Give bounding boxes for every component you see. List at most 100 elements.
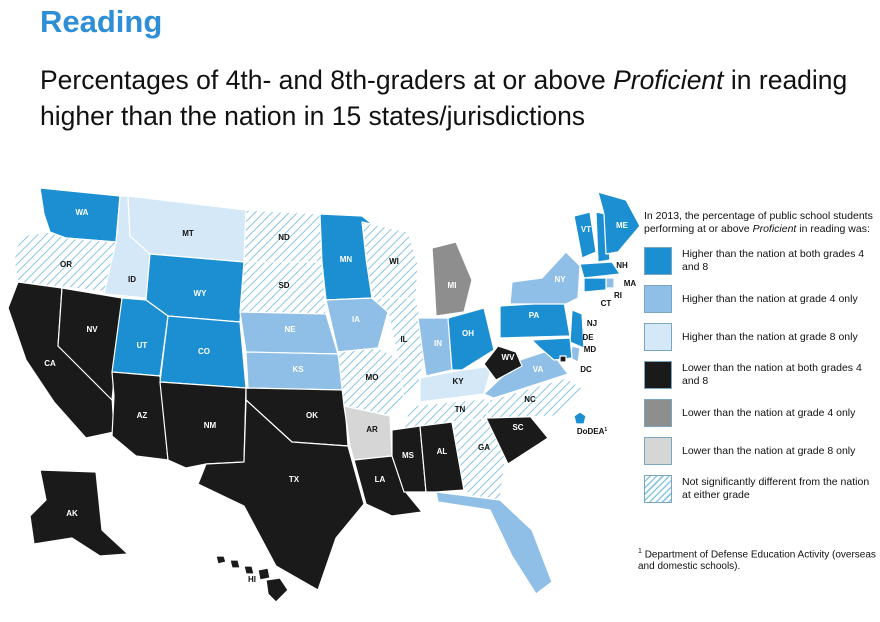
state-label-nj: NJ [587, 319, 597, 328]
state-nj [569, 309, 585, 349]
state-label-ny: NY [554, 275, 566, 284]
state-shape-az [111, 371, 169, 461]
state-label-sc: SC [512, 423, 523, 432]
legend-swatch-low-both [644, 361, 672, 389]
state-label-ca: CA [44, 359, 56, 368]
state-ny [509, 251, 581, 305]
legend-item-high-4: Higher than the nation at grade 4 only [644, 282, 874, 316]
title-text-italic: Proficient [613, 65, 724, 95]
state-label-tx: TX [289, 475, 300, 484]
state-shape-ma [579, 261, 621, 279]
state-shape-ct [583, 277, 607, 293]
legend-swatch-high-both [644, 247, 672, 275]
legend-swatch-high-4 [644, 285, 672, 313]
state-label-il: IL [400, 335, 407, 344]
state-hi [215, 555, 289, 603]
state-shape-nc [485, 377, 583, 419]
state-label-wv: WV [502, 353, 516, 362]
legend-item-high-8: Higher than the nation at grade 8 only [644, 320, 874, 354]
legend-swatch-high-8 [644, 323, 672, 351]
legend-intro-after: in reading was: [796, 223, 870, 235]
state-tx [197, 399, 365, 591]
state-label-wi: WI [389, 257, 399, 266]
state-shape-ut [111, 297, 169, 377]
state-label-wa: WA [76, 208, 89, 217]
state-shape-tx [197, 399, 365, 591]
legend-label-low-8: Lower than the nation at grade 8 only [682, 444, 856, 457]
legend-intro: In 2013, the percentage of public school… [644, 210, 874, 236]
state-shape-ak [29, 469, 129, 557]
state-label-ak: AK [66, 509, 78, 518]
state-vt [573, 211, 597, 259]
state-shape-hi [257, 567, 271, 581]
state-shape-dc [559, 355, 567, 363]
state-label-ga: GA [478, 443, 490, 452]
legend-swatch-low-8 [644, 437, 672, 465]
state-nc [485, 377, 583, 419]
state-label-mt: MT [182, 229, 194, 238]
state-shape-hi [215, 555, 227, 565]
state-label-ks: KS [292, 365, 304, 374]
state-label-hi: HI [248, 575, 256, 584]
legend-label-low-both: Lower than the nation at both grades 4 a… [682, 362, 862, 387]
state-label-nv: NV [86, 325, 98, 334]
state-label-in: IN [434, 339, 442, 348]
title-text-after: in reading higher than the nation in 15 … [40, 65, 848, 131]
state-label-id: ID [128, 275, 136, 284]
dodea-footnote-marker: 1 [604, 427, 607, 433]
state-label-oh: OH [462, 329, 474, 338]
state-shape-mo [337, 347, 407, 417]
state-shape-hi [265, 577, 289, 603]
state-pa [499, 301, 571, 339]
legend-label-high-4: Higher than the nation at grade 4 only [682, 292, 858, 305]
legend-item-low-4: Lower than the nation at grade 4 only [644, 396, 874, 430]
state-label-ut: UT [137, 341, 148, 350]
legend-item-high-both: Higher than the nation at both grades 4 … [644, 244, 874, 278]
us-map: WA OR CA NV ID MT WY UT AZ CO NM ND SD NE KS OK TX MN IA MO… [7, 187, 640, 603]
title-text-before: Percentages of 4th- and 8th-graders at o… [40, 65, 614, 95]
footnote: 1 Department of Defense Education Activi… [638, 546, 878, 573]
state-label-az: AZ [137, 411, 148, 420]
state-label-ma: MA [624, 279, 637, 288]
state-oh [447, 307, 495, 371]
state-label-nd: ND [278, 233, 290, 242]
state-il [371, 297, 427, 401]
slide-title: Percentages of 4th- and 8th-graders at o… [40, 62, 870, 134]
legend-intro-italic: Proficient [752, 223, 797, 235]
legend-label-low-4: Lower than the nation at grade 4 only [682, 406, 856, 419]
legend-swatch-low-4 [644, 399, 672, 427]
state-shape-ia [325, 297, 389, 353]
state-shape-al [419, 421, 465, 493]
legend-item-low-8: Lower than the nation at grade 8 only [644, 434, 874, 468]
legend-label-high-both: Higher than the nation at both grades 4 … [682, 248, 865, 273]
state-dodea [573, 411, 587, 425]
state-label-co: CO [198, 347, 210, 356]
state-label-ms: MS [402, 451, 415, 460]
slide-heading: Reading [40, 4, 163, 39]
state-shape-fl [435, 491, 553, 595]
legend-item-nsd: Not significantly different from the nat… [644, 472, 874, 506]
state-nv [57, 287, 123, 401]
state-shape-ny [509, 251, 581, 305]
state-label-sd: SD [278, 281, 289, 290]
state-label-me: ME [616, 221, 629, 230]
state-label-la: LA [375, 475, 386, 484]
legend-swatch-nsd [644, 475, 672, 503]
state-label-pa: PA [529, 311, 540, 320]
state-shape-mi [431, 241, 473, 317]
state-shape-nj [569, 309, 585, 349]
footnote-text: Department of Defense Education Activity… [638, 549, 876, 573]
legend-item-low-both: Lower than the nation at both grades 4 a… [644, 358, 874, 392]
state-label-md: MD [584, 345, 597, 354]
legend: In 2013, the percentage of public school… [644, 210, 874, 510]
state-label-tn: TN [455, 405, 466, 414]
state-shape-oh [447, 307, 495, 371]
state-label-dc: DC [580, 365, 592, 374]
state-wv [483, 345, 523, 381]
state-shape-ky [419, 365, 493, 403]
state-label-ok: OK [306, 411, 318, 420]
state-label-mo: MO [366, 373, 379, 382]
state-label-ct: CT [601, 299, 612, 308]
state-shape-me [597, 191, 640, 255]
state-fl [435, 491, 553, 595]
